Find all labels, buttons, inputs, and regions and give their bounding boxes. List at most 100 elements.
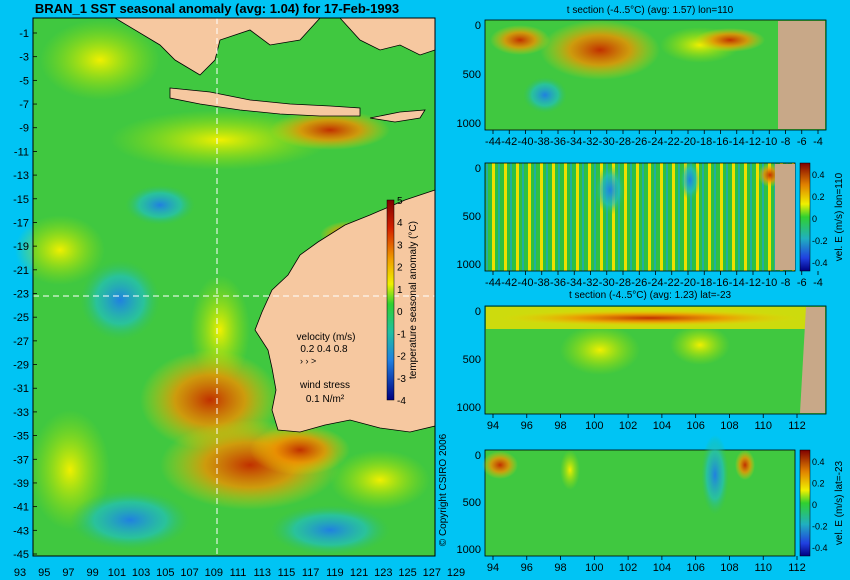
velocity-arrows: › › >	[300, 356, 316, 366]
panel-y-tick-label: 1000	[457, 544, 481, 556]
sst-map: -1-3-5-7-9-11-13-15-17-19-21-23-25-27-29…	[13, 17, 465, 579]
map-lon-axis: 93 95 97 99 101 103 105 107 109 111 113 115 117 119 12…	[14, 567, 465, 579]
map-anomaly-blobs	[15, 20, 430, 555]
panel-x-tick-label: 96	[521, 562, 533, 574]
panel-y-tick-label: 500	[463, 211, 481, 223]
panel-x-tick-label: 106	[686, 562, 704, 574]
panel-y-tick-label: 1000	[457, 259, 481, 271]
panel-y-tick-label: 0	[475, 163, 481, 175]
lon-tick-label: 103	[132, 567, 150, 579]
panel-x-tick-label: -10	[761, 277, 777, 289]
lon-tick-label: 93	[14, 567, 26, 579]
panel-x-tick-label: -36	[550, 277, 566, 289]
panel-x-tick-label: -30	[599, 277, 615, 289]
panel-x-tick-label: -36	[550, 136, 566, 148]
panel-x-tick-label: -6	[797, 277, 807, 289]
panel-x-tick-label: 106	[686, 420, 704, 432]
panel-x-tick-label: -32	[583, 277, 599, 289]
timor	[369, 109, 426, 123]
lat-tick-label: -1	[19, 28, 29, 40]
panel-x-tick-label: 108	[720, 562, 738, 574]
panel-x-tick-label: -42	[501, 136, 517, 148]
lon-tick-label: 109	[205, 567, 223, 579]
lon-tick-label: 127	[423, 567, 441, 579]
lat-tick-label: -19	[13, 241, 29, 253]
panel-x-tick-label: -20	[680, 136, 696, 148]
lon-tick-label: 113	[253, 567, 271, 579]
lat-tick-label: -29	[13, 360, 29, 372]
lat-tick-label: -33	[13, 407, 29, 419]
lon-tick-label: 95	[38, 567, 50, 579]
temp-colorbar-tick: 0	[397, 307, 403, 318]
panel-x-tick-label: -14	[729, 277, 745, 289]
panel-x-tick-label: 104	[653, 420, 671, 432]
panel-x-tick-label: -30	[599, 136, 615, 148]
lat-tick-label: -31	[13, 383, 29, 395]
panel-y-tick-label: 500	[463, 69, 481, 81]
panel-x-tick-label: -20	[680, 277, 696, 289]
section-panel-3: t section (-4..5°C) (avg: 1.23) lat=-23 …	[457, 290, 827, 432]
panel-x-tick-label: 112	[788, 562, 806, 574]
panel-x-tick-label: -42	[501, 277, 517, 289]
lat-tick-label: -45	[13, 549, 29, 561]
vel-colorbar-tick: 0.4	[812, 170, 825, 180]
panel-x-tick-label: 100	[585, 420, 603, 432]
vel-colorbar-tick: -0.2	[812, 236, 828, 246]
temp-colorbar-tick: 5	[397, 196, 403, 207]
lat-tick-label: -25	[13, 312, 29, 324]
panel-x-tick-label: 110	[754, 420, 772, 432]
panel-x-tick-label: -40	[518, 277, 534, 289]
panel-x-tick-label: -4	[813, 136, 823, 148]
panel-x-tick-label: 102	[619, 562, 637, 574]
section-panel-4: 94 96 98 100 102 104 106 108 110 112 0 500 1000 0.4 0.…	[457, 435, 845, 574]
temp-colorbar: 5 4 3 2 1 0 -1 -2 -3 -4 temperature seasonal anom…	[386, 196, 419, 407]
lon-tick-label: 129	[447, 567, 465, 579]
panel-x-tick-label: -32	[583, 136, 599, 148]
panel-x-tick-label: -12	[745, 277, 761, 289]
panel-x-tick-label: 96	[521, 420, 533, 432]
lon-tick-label: 107	[180, 567, 198, 579]
panel-x-tick-label: 110	[754, 562, 772, 574]
temp-colorbar-tick: -4	[397, 396, 406, 407]
lat-tick-label: -3	[19, 52, 29, 64]
vel-colorbar-tick: -0.4	[812, 543, 828, 553]
vel-colorbar-tick: 0.4	[812, 457, 825, 467]
panel-1-title: t section (-4..5°C) (avg: 1.57) lon=110	[567, 5, 734, 16]
panel-x-tick-label: 98	[554, 420, 566, 432]
section-panel-2: -44 -42 -40 -38 -36 -34 -32 -30 -28 -26 -24 -22 -20-…	[457, 160, 845, 289]
lat-tick-label: -35	[13, 431, 29, 443]
panel-x-tick-label: -28	[615, 277, 631, 289]
panel-x-tick-label: -6	[797, 136, 807, 148]
lon-tick-label: 123	[374, 567, 392, 579]
lat-tick-label: -23	[13, 289, 29, 301]
temp-colorbar-tick: 3	[397, 240, 403, 251]
lat-tick-label: -21	[13, 265, 29, 277]
lat-tick-label: -41	[13, 502, 29, 514]
panel-x-tick-label: 112	[788, 420, 806, 432]
panel-x-tick-label: -24	[648, 277, 664, 289]
lat-tick-label: -11	[14, 146, 29, 158]
wind-title: wind stress	[299, 380, 350, 391]
lon-tick-label: 111	[230, 567, 247, 579]
panel-x-tick-label: -18	[696, 277, 712, 289]
panel-y-tick-label: 1000	[457, 402, 481, 414]
temp-colorbar-tick: 1	[397, 285, 403, 296]
vel-colorbar-tick: 0.2	[812, 192, 825, 202]
vel-colorbar-label: vel. E (m/s) lon=110	[834, 172, 845, 261]
velocity-values: 0.2 0.4 0.8	[300, 344, 348, 355]
sumatra-borneo	[113, 17, 321, 76]
temp-colorbar-tick: -3	[397, 374, 406, 385]
lat-tick-label: -9	[19, 123, 29, 135]
panel-x-tick-label: 94	[487, 562, 499, 574]
lat-tick-label: -43	[13, 525, 29, 537]
map-lat-axis: -1 -3 -5 -7 -9 -11 -13 -15 -17 -19 -21 -23 -25 -27 -29…	[13, 28, 37, 561]
panel-x-tick-label: -34	[566, 136, 582, 148]
panel-x-tick-label: -22	[664, 277, 680, 289]
panel-x-tick-label: -44	[485, 277, 501, 289]
wind-value: 0.1 N/m²	[306, 394, 345, 405]
lon-tick-label: 125	[398, 567, 416, 579]
panel-x-tick-label: -14	[729, 136, 745, 148]
section-panel-1: t section (-4..5°C) (avg: 1.57) lon=110 …	[457, 5, 827, 148]
lon-tick-label: 115	[278, 567, 296, 579]
lat-tick-label: -17	[13, 217, 29, 229]
